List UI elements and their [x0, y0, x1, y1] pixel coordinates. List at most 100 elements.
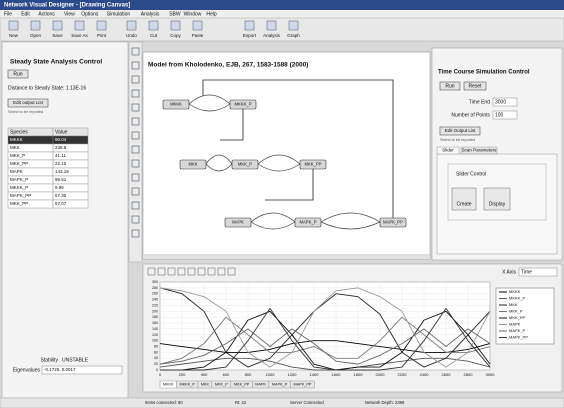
toolbox [128, 41, 143, 263]
table-cell[interactable] [52, 199, 89, 209]
menu-item[interactable]: Options [81, 11, 99, 17]
species-node[interactable] [179, 159, 207, 170]
x-tick-label: 1800 [354, 372, 364, 377]
table-text: MAPK_P [10, 177, 28, 182]
plot-tool[interactable] [207, 267, 216, 276]
species-node[interactable] [229, 99, 257, 110]
x-tick-label: 2600 [442, 372, 452, 377]
series-line [160, 310, 491, 371]
menu-item[interactable]: Actions [38, 11, 55, 17]
tool-icon[interactable] [8, 20, 19, 31]
tab[interactable] [460, 146, 498, 155]
plot-tool[interactable] [177, 267, 186, 276]
toolbox-icon[interactable] [131, 145, 140, 154]
reaction-edge [320, 221, 381, 230]
toolbox-icon[interactable] [131, 229, 140, 238]
canvas-scrollbar [143, 254, 430, 259]
x-tick-label: 600 [223, 372, 230, 377]
reaction-edge [188, 103, 231, 112]
menu-item[interactable]: Help [206, 11, 217, 17]
time-end-label: Time End [469, 99, 490, 105]
menu-item[interactable]: Analysis [141, 11, 160, 17]
menu-item[interactable]: Edit [21, 11, 30, 17]
x-axis-dropdown[interactable] [518, 267, 558, 277]
species-node[interactable] [294, 217, 322, 228]
legend-label: MKK_PP [509, 315, 526, 320]
y-tick-label: 20 [154, 362, 158, 366]
tool-icon[interactable] [288, 20, 299, 31]
points-field[interactable] [492, 110, 518, 120]
toolbox-icon[interactable] [131, 103, 140, 112]
tab[interactable] [436, 146, 460, 155]
run-button[interactable] [7, 69, 29, 79]
tool-label: Print [97, 33, 107, 38]
toolbox-icon[interactable] [131, 187, 140, 196]
plot-tool[interactable] [147, 267, 156, 276]
edit-output-label: Edit output List [13, 100, 44, 105]
drawing-canvas [142, 51, 431, 260]
menu-item[interactable]: Window [184, 11, 202, 17]
menu-item[interactable]: Simulation [107, 11, 131, 17]
series-tab[interactable] [290, 380, 315, 389]
toolbox-icon[interactable] [131, 159, 140, 168]
plot-tool[interactable] [227, 267, 236, 276]
tool-icon[interactable] [192, 20, 203, 31]
plot-tool[interactable] [157, 267, 166, 276]
y-tick-label: 200 [152, 309, 158, 313]
toolbox-icon[interactable] [131, 201, 140, 210]
species-node[interactable] [299, 159, 327, 170]
toolbox-icon[interactable] [131, 75, 140, 84]
time-end-field[interactable] [492, 97, 518, 107]
tool-icon[interactable] [126, 20, 137, 31]
edit-output-button[interactable] [439, 126, 481, 136]
tool-icon[interactable] [96, 20, 107, 31]
species-node[interactable] [379, 217, 407, 228]
toolbox-icon[interactable] [131, 61, 140, 70]
run-button[interactable] [439, 81, 461, 91]
tool-icon[interactable] [148, 20, 159, 31]
species-node[interactable] [224, 217, 252, 228]
reset-button[interactable] [463, 81, 487, 91]
tool-label: New [9, 33, 19, 38]
toolbox-icon[interactable] [131, 131, 140, 140]
species-node[interactable] [162, 99, 190, 110]
species-label: MKK [188, 162, 197, 167]
tool-icon[interactable] [52, 20, 63, 31]
plot-tool[interactable] [187, 267, 196, 276]
series-tab-label: MKK [201, 383, 210, 387]
title-bar [0, 0, 564, 10]
tool-icon[interactable] [244, 20, 255, 31]
menu-item[interactable]: SBW [169, 11, 181, 17]
display-button[interactable] [483, 187, 511, 211]
tool-icon[interactable] [30, 20, 41, 31]
toolbox-icon[interactable] [131, 215, 140, 224]
window-title: Network Visual Designer - [Drawing Canva… [4, 3, 130, 9]
plot-area [159, 281, 491, 371]
toolbox-icon[interactable] [131, 117, 140, 126]
toolbox-icon[interactable] [131, 47, 140, 56]
menu-item[interactable]: File [4, 11, 12, 17]
edit-output-button[interactable] [7, 98, 49, 108]
plot-tool[interactable] [167, 267, 176, 276]
eigen-value: -0.1725, 0.0017 [44, 367, 76, 372]
y-tick-label: 80 [154, 344, 158, 348]
y-tick-label: 140 [152, 327, 158, 331]
create-button[interactable] [451, 187, 477, 211]
table-header: Value [55, 129, 68, 135]
toolbox-icon[interactable] [131, 173, 140, 182]
toolbox-icon[interactable] [131, 89, 140, 98]
plot-tool[interactable] [217, 267, 226, 276]
series-line [160, 307, 491, 371]
tool-icon[interactable] [266, 20, 277, 31]
tool-icon[interactable] [170, 20, 181, 31]
reaction-edge [250, 212, 296, 223]
y-tick-label: 100 [152, 339, 158, 343]
reset-label: Reset [468, 83, 482, 89]
species-label: MAPK_PP [383, 220, 403, 225]
species-node[interactable] [231, 159, 259, 170]
plot-tool[interactable] [197, 267, 206, 276]
steady-state-panel [1, 41, 129, 399]
menu-item[interactable]: View [64, 11, 75, 17]
x-axis-value: Time [521, 269, 532, 275]
tool-icon[interactable] [74, 20, 85, 31]
